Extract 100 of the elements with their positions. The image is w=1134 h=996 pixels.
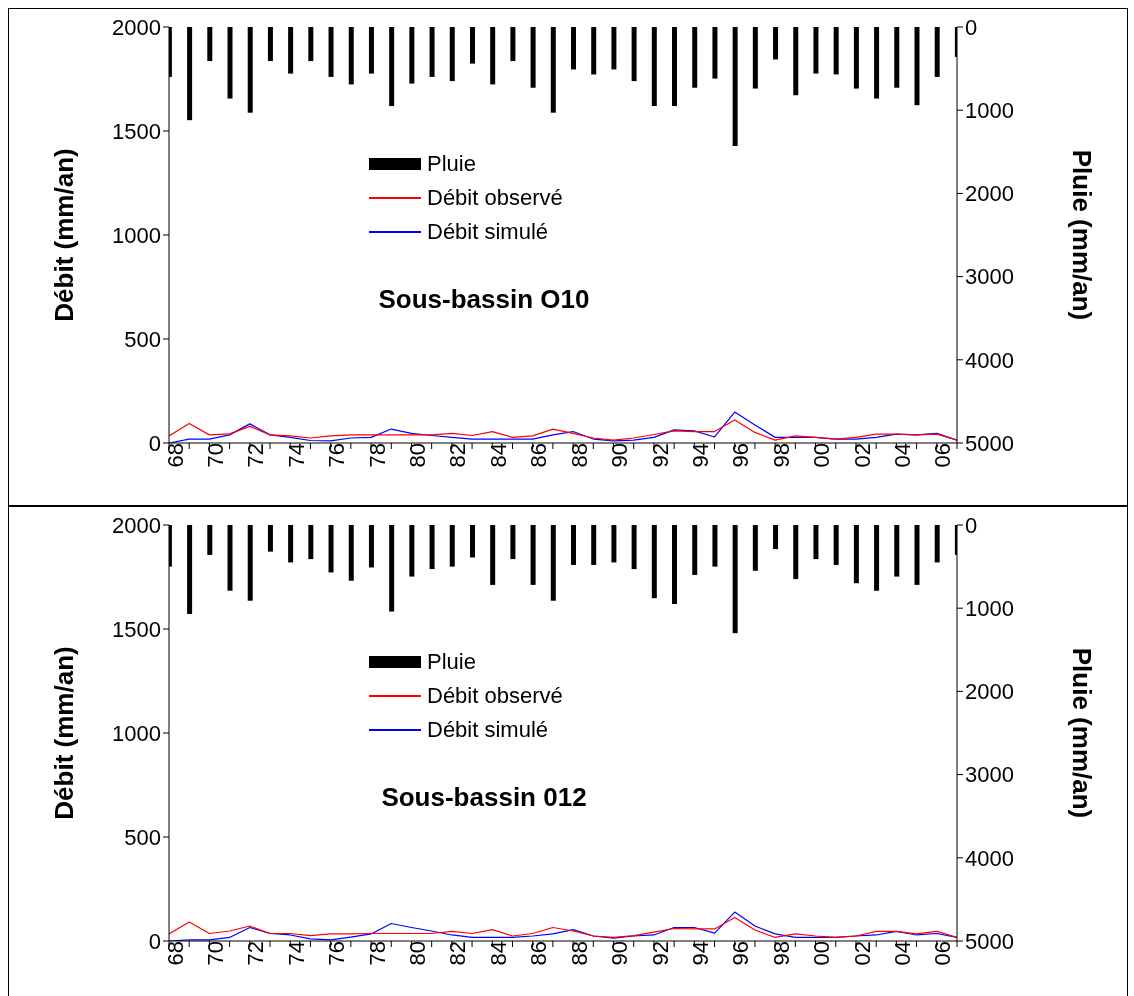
x-tick-label: 82 bbox=[445, 443, 471, 468]
bar bbox=[449, 27, 455, 82]
x-tick-label: 72 bbox=[243, 443, 269, 468]
bar bbox=[247, 525, 253, 601]
bar bbox=[692, 27, 698, 88]
bar bbox=[207, 27, 213, 62]
x-tick-label: 02 bbox=[849, 941, 875, 966]
bar bbox=[813, 525, 819, 560]
bar bbox=[712, 27, 718, 79]
bar bbox=[631, 525, 637, 570]
bar bbox=[328, 525, 334, 573]
x-tick-label: 78 bbox=[364, 941, 390, 966]
bar bbox=[672, 525, 678, 605]
bar bbox=[490, 27, 496, 85]
bar bbox=[914, 27, 920, 106]
y2-axis-title: Pluie (mm/an) bbox=[1066, 149, 1097, 321]
bar bbox=[874, 525, 880, 591]
x-tick-label: 84 bbox=[485, 941, 511, 966]
y-tick-label: 1500 bbox=[112, 616, 161, 642]
bar bbox=[631, 27, 637, 82]
x-tick-label: 04 bbox=[890, 443, 915, 468]
bar bbox=[712, 525, 718, 567]
y2-tick-label: 1000 bbox=[965, 98, 1014, 124]
bar bbox=[732, 27, 738, 146]
x-tick-label: 06 bbox=[930, 941, 956, 966]
y2-tick-label: 4000 bbox=[965, 845, 1014, 871]
legend-label: Pluie bbox=[427, 648, 476, 676]
bar bbox=[227, 27, 233, 99]
bar bbox=[368, 525, 374, 568]
bar bbox=[692, 525, 698, 575]
x-tick-label: 98 bbox=[768, 941, 794, 966]
bar bbox=[550, 27, 556, 113]
bar bbox=[187, 525, 193, 615]
y2-tick-label: 1000 bbox=[965, 596, 1014, 622]
x-tick-label: 90 bbox=[607, 941, 633, 966]
bar bbox=[894, 525, 900, 577]
bar bbox=[611, 525, 617, 563]
x-tick-label: 00 bbox=[809, 941, 835, 966]
y2-tick-label: 2000 bbox=[965, 679, 1014, 705]
y-tick-label: 500 bbox=[124, 824, 161, 850]
bar bbox=[187, 27, 193, 121]
x-tick-label: 06 bbox=[930, 443, 956, 468]
bar bbox=[308, 525, 314, 560]
x-tick-label: 68 bbox=[162, 941, 188, 966]
x-tick-label: 76 bbox=[324, 941, 350, 966]
x-tick-label: 02 bbox=[849, 443, 875, 468]
x-tick-label: 70 bbox=[203, 443, 229, 468]
y2-tick-label: 3000 bbox=[965, 762, 1014, 788]
y-tick-label: 0 bbox=[148, 928, 161, 954]
bar bbox=[288, 27, 294, 74]
x-tick-label: 74 bbox=[283, 941, 309, 966]
bar bbox=[429, 525, 435, 570]
bar bbox=[934, 525, 940, 563]
y2-tick-label: 0 bbox=[965, 512, 978, 538]
bar bbox=[591, 27, 597, 75]
bar bbox=[773, 27, 779, 60]
bar bbox=[429, 27, 435, 77]
y-tick-label: 2000 bbox=[112, 512, 161, 538]
y-tick-label: 1000 bbox=[112, 720, 161, 746]
bar bbox=[672, 27, 678, 107]
bar bbox=[449, 525, 455, 567]
x-tick-label: 72 bbox=[243, 941, 269, 966]
x-tick-label: 88 bbox=[566, 941, 592, 966]
legend-label: Débit observé bbox=[427, 682, 563, 710]
y-axis-title: Débit (mm/an) bbox=[49, 646, 80, 820]
bar bbox=[571, 27, 576, 70]
y-tick-label: 2000 bbox=[112, 14, 161, 40]
bar bbox=[793, 27, 799, 96]
x-tick-label: 80 bbox=[405, 941, 431, 966]
bar bbox=[651, 27, 657, 107]
bar bbox=[389, 27, 395, 107]
bar bbox=[853, 27, 859, 89]
bar bbox=[853, 525, 859, 584]
x-tick-label: 76 bbox=[324, 443, 350, 468]
y2-tick-label: 0 bbox=[965, 14, 978, 40]
x-tick-label: 92 bbox=[647, 941, 673, 966]
bar bbox=[247, 27, 253, 113]
annotation: Sous-bassin O10 bbox=[377, 284, 591, 315]
x-tick-label: 94 bbox=[687, 443, 713, 468]
x-tick-label: 78 bbox=[364, 443, 390, 468]
x-tick-label: 88 bbox=[566, 443, 592, 468]
x-tick-label: 82 bbox=[445, 941, 471, 966]
y2-tick-label: 2000 bbox=[965, 181, 1014, 207]
bar bbox=[571, 525, 576, 565]
bar bbox=[894, 27, 900, 88]
bar bbox=[530, 525, 536, 585]
x-tick-label: 96 bbox=[728, 443, 754, 468]
y-tick-label: 500 bbox=[124, 326, 161, 352]
bar bbox=[308, 27, 314, 62]
bar bbox=[874, 27, 880, 99]
x-tick-label: 00 bbox=[809, 443, 835, 468]
bar bbox=[510, 525, 516, 560]
y2-tick-label: 4000 bbox=[965, 347, 1014, 373]
bar bbox=[833, 27, 839, 75]
bar bbox=[368, 27, 374, 74]
x-tick-label: 74 bbox=[283, 443, 309, 468]
x-tick-label: 94 bbox=[687, 941, 713, 966]
legend-label: Pluie bbox=[427, 150, 476, 178]
bar bbox=[813, 27, 819, 74]
bar bbox=[510, 27, 516, 62]
